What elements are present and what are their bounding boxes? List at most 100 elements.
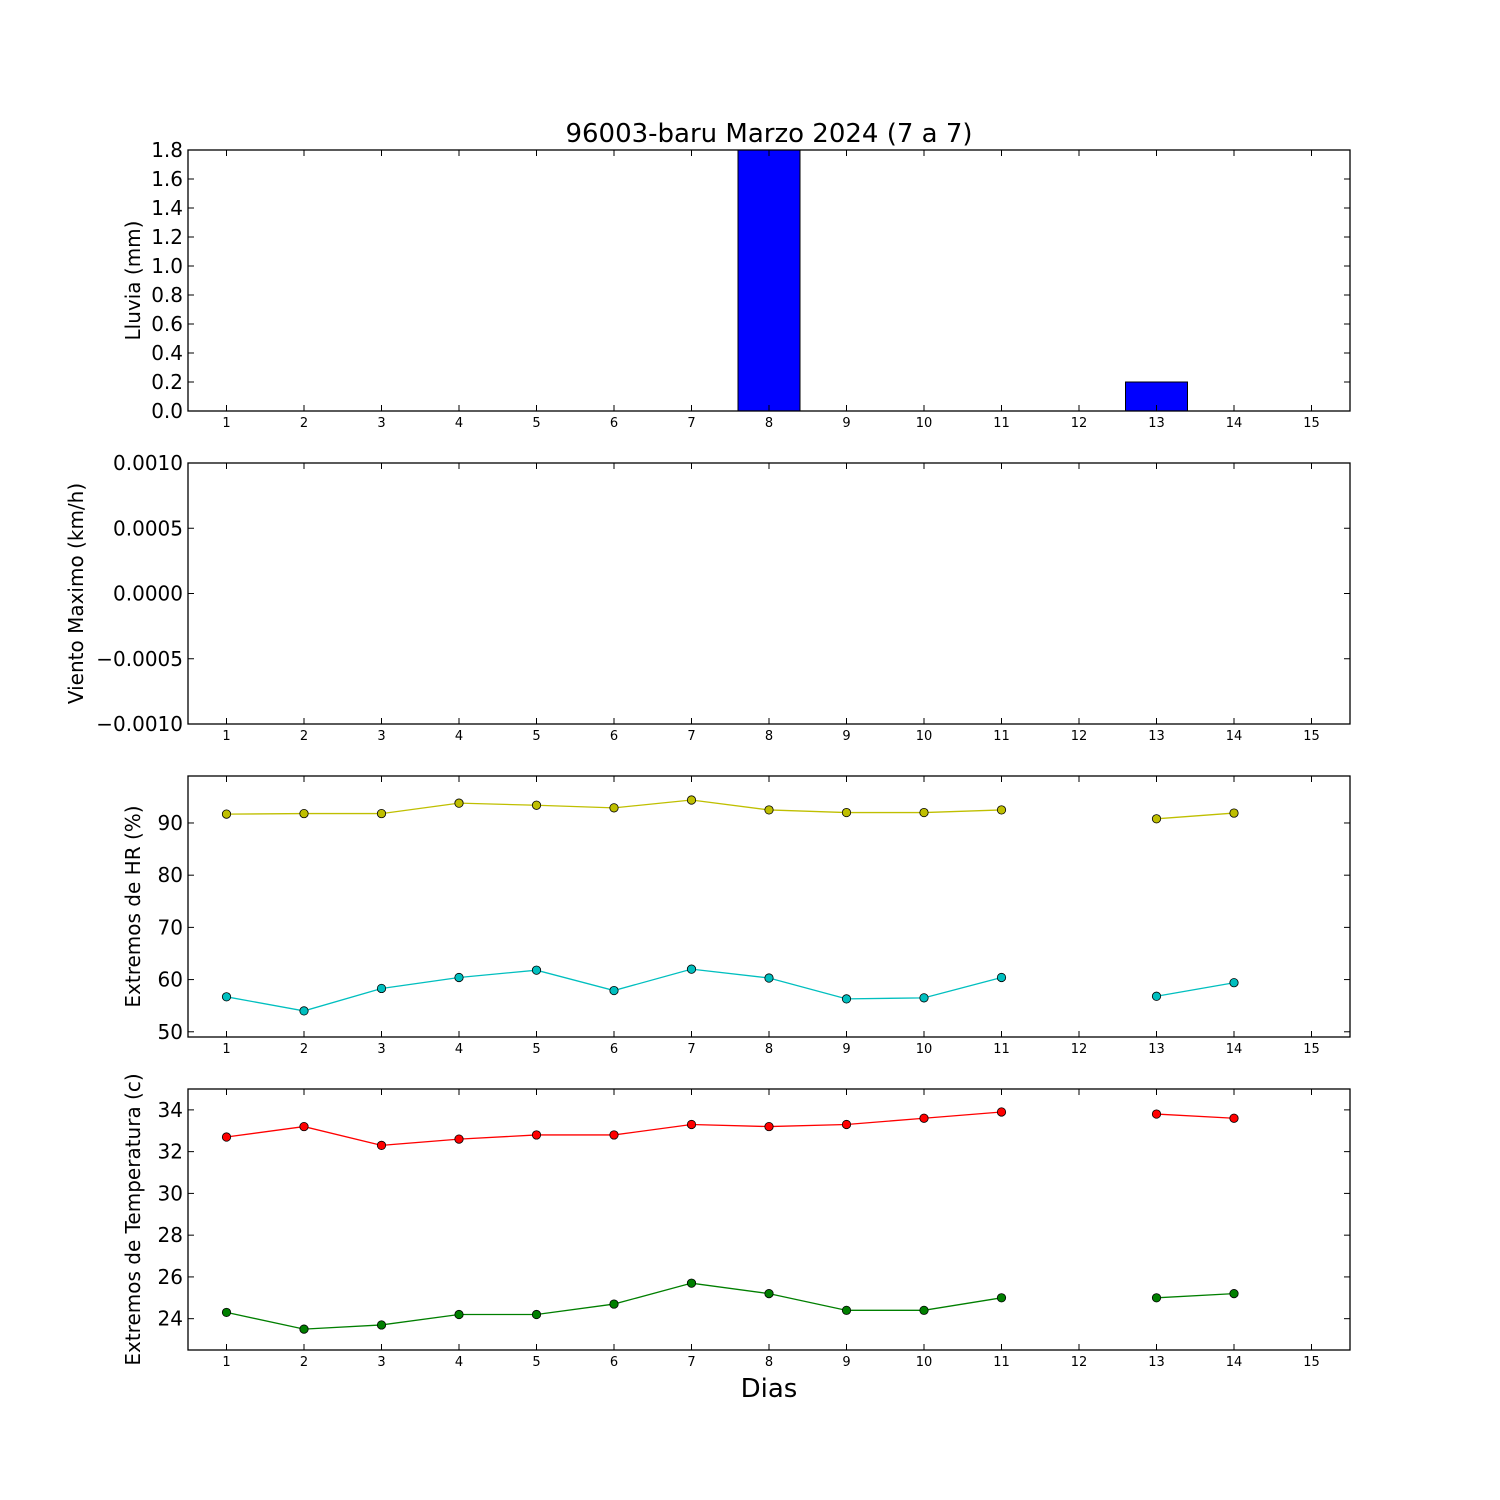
series-1-point	[1151, 814, 1162, 824]
series-2-point	[376, 983, 387, 994]
x-tick-label: 11	[993, 1042, 1010, 1057]
series-2-line	[1156, 1292, 1235, 1299]
series-1-point	[764, 1121, 774, 1132]
x-tick-label: 15	[1303, 729, 1320, 744]
x-tick-label: 3	[377, 729, 385, 744]
x-tick-label: 12	[1071, 1042, 1088, 1057]
series-1-point	[919, 807, 929, 818]
y-tick-label: −0.0010	[96, 712, 183, 736]
series-1-point	[454, 798, 464, 808]
series-2-point	[299, 1324, 309, 1334]
y-tick-label: 50	[158, 1020, 183, 1044]
x-tick-label: 1	[222, 416, 230, 431]
series-1-point	[764, 805, 774, 815]
y-tick-label: 90	[158, 811, 183, 835]
series-2-point	[841, 994, 852, 1004]
series-1-point	[221, 1132, 232, 1142]
panel-1: 0.00.20.40.60.81.01.21.41.61.81 2 3 4 5 6 7 8 9 1…	[121, 138, 1351, 431]
x-tick-label: 4	[455, 729, 463, 744]
series-1-line	[1156, 812, 1235, 820]
series-2-point	[454, 1309, 464, 1320]
x-tick-label: 2	[300, 1355, 308, 1370]
y-tick-label: 1.4	[151, 196, 183, 220]
series-2-point	[996, 1293, 1007, 1303]
x-tick-label: 4	[455, 1042, 463, 1057]
y-tick-label: 60	[158, 968, 183, 992]
x-tick-label: 5	[532, 416, 540, 431]
y-tick-label: 34	[158, 1098, 183, 1122]
series-1-point	[919, 1113, 929, 1123]
series-2-point	[1229, 1289, 1239, 1299]
series-1-point	[299, 808, 309, 819]
series-1-point	[996, 805, 1007, 815]
series-2-point	[454, 972, 464, 983]
series-2-point	[919, 1305, 929, 1315]
series-1-point	[299, 1121, 309, 1132]
series-2-point	[531, 965, 542, 975]
x-tick-label: 5	[532, 1355, 540, 1370]
y-tick-label: 0.0000	[113, 582, 183, 606]
y-tick-label: 1.0	[151, 254, 183, 278]
series-1-point	[376, 808, 387, 819]
series-1-point	[686, 1119, 697, 1130]
x-tick-label: 11	[993, 729, 1010, 744]
series-2-point	[376, 1320, 387, 1330]
y-tick-label: 28	[158, 1223, 183, 1247]
series-1-point	[221, 809, 232, 819]
x-tick-label: 1	[222, 1355, 230, 1370]
y-tick-label: 0.0005	[113, 516, 183, 540]
series-2-point	[221, 1307, 232, 1318]
x-tick-label: 5	[532, 1042, 540, 1057]
series-1-line	[226, 1111, 1002, 1147]
y-tick-label: 80	[158, 863, 183, 887]
x-tick-label: 13	[1148, 1042, 1165, 1057]
y-tick-label: 0.2	[151, 370, 183, 394]
y-axis-label: Extremos de HR (%)	[121, 805, 145, 1007]
x-tick-label: 3	[377, 1355, 385, 1370]
x-tick-label: 9	[842, 1355, 850, 1370]
x-tick-label: 12	[1071, 1355, 1088, 1370]
series-1-point	[1229, 808, 1239, 818]
y-tick-label: 24	[158, 1307, 183, 1331]
x-tick-label: 7	[687, 1355, 695, 1370]
x-tick-label: 2	[300, 729, 308, 744]
series-2-point	[1151, 991, 1162, 1001]
series-1-point	[996, 1107, 1007, 1117]
axes-frame	[187, 462, 1351, 725]
bar-day-8	[737, 149, 801, 412]
y-tick-label: 32	[158, 1140, 183, 1164]
x-tick-label: 15	[1303, 1355, 1320, 1370]
y-tick-label: 0.4	[151, 341, 183, 365]
chart-title: 96003-baru Marzo 2024 (7 a 7)	[565, 119, 972, 149]
series-1-point	[1229, 1113, 1239, 1123]
y-tick-label: 0.6	[151, 312, 183, 336]
x-tick-label: 11	[993, 416, 1010, 431]
y-tick-label: 26	[158, 1265, 183, 1289]
x-tick-label: 7	[687, 416, 695, 431]
x-tick-label: 14	[1226, 729, 1243, 744]
series-2-point	[764, 1289, 774, 1299]
x-tick-label: 7	[687, 1042, 695, 1057]
series-2-point	[1151, 1293, 1162, 1303]
x-tick-label: 4	[455, 416, 463, 431]
y-tick-label: 0.0	[151, 399, 183, 423]
y-tick-label: 1.6	[151, 167, 183, 191]
x-tick-label: 9	[842, 1042, 850, 1057]
x-tick-label: 14	[1226, 416, 1243, 431]
series-1-point	[609, 1130, 619, 1140]
series-1-line	[1156, 1113, 1235, 1119]
x-tick-label: 6	[610, 729, 618, 744]
y-tick-label: 70	[158, 915, 183, 939]
x-tick-label: 1	[222, 729, 230, 744]
x-tick-label: 10	[916, 1355, 933, 1370]
series-2-point	[1229, 978, 1239, 988]
x-tick-label: 13	[1148, 1355, 1165, 1370]
series-1-point	[454, 1134, 464, 1144]
x-tick-label: 4	[455, 1355, 463, 1370]
y-axis-label: Viento Maximo (km/h)	[64, 483, 88, 704]
series-2-point	[919, 993, 929, 1003]
x-tick-label: 13	[1148, 416, 1165, 431]
series-2-point	[221, 992, 232, 1002]
series-2-point	[686, 1278, 697, 1288]
